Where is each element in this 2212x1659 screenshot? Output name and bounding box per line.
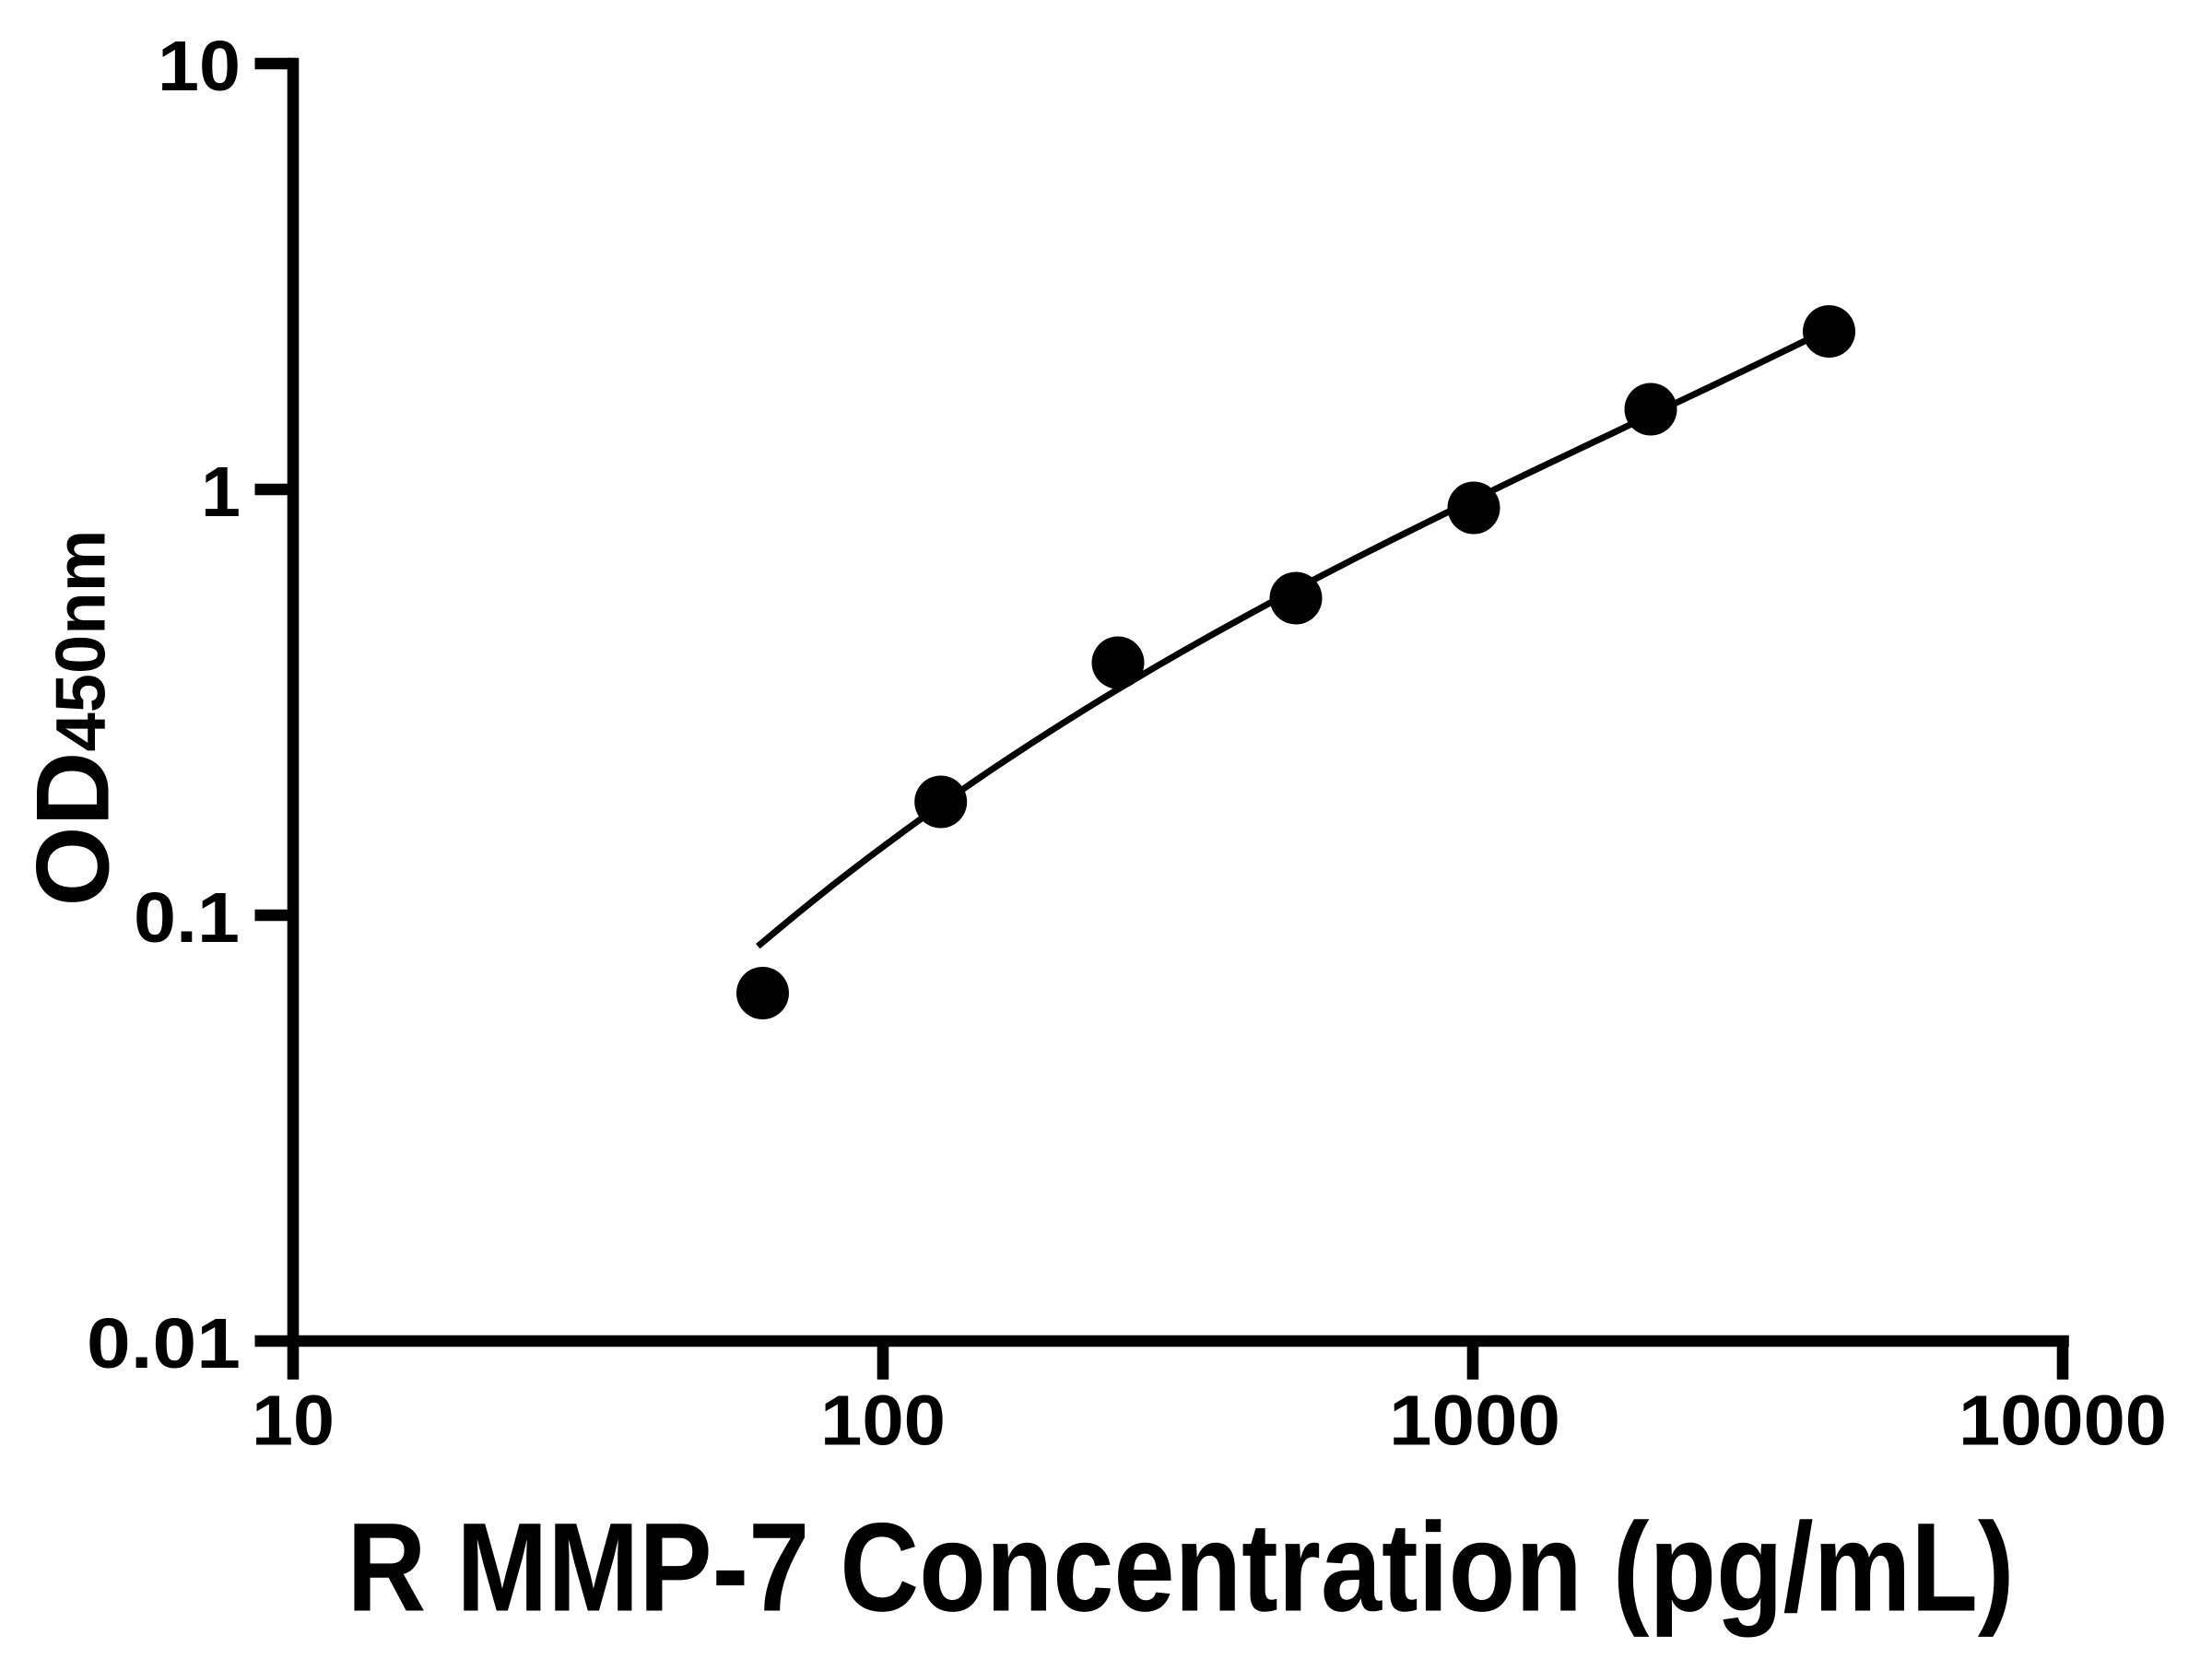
svg-text:10000: 10000 — [1959, 1382, 2167, 1461]
svg-text:100: 100 — [820, 1382, 946, 1461]
svg-text:1: 1 — [201, 453, 241, 532]
svg-text:1000: 1000 — [1389, 1382, 1560, 1461]
svg-text:0.01: 0.01 — [87, 1304, 241, 1383]
svg-text:10: 10 — [158, 27, 241, 106]
svg-text:0.1: 0.1 — [134, 878, 240, 958]
svg-text:10: 10 — [252, 1382, 335, 1461]
svg-text:R MMP-7 Concentration (pg/mL): R MMP-7 Concentration (pg/mL) — [347, 1498, 2015, 1639]
